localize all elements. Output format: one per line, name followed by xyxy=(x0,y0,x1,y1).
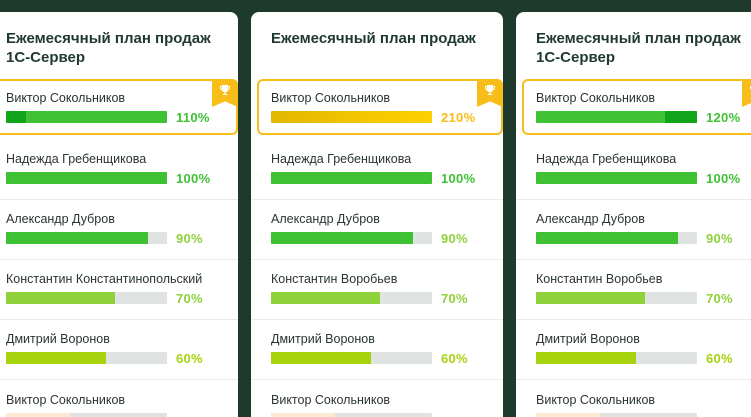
employee-name: Константин Константинопольский xyxy=(6,272,203,286)
progress-bar xyxy=(536,232,697,244)
progress-bar xyxy=(536,292,697,304)
employee-name: Константин Воробьев xyxy=(536,272,663,286)
employee-name: Виктор Сокольников xyxy=(271,91,391,105)
progress-bar xyxy=(6,352,167,364)
percent-value: 100% xyxy=(706,171,741,186)
employee-name: Дмитрий Воронов xyxy=(271,332,375,346)
sales-plan-card-3: Ежемесячный план продаж 1С-Сервер Виктор… xyxy=(516,12,751,417)
percent-value: 90% xyxy=(176,231,203,246)
leaderboard-row[interactable]: Константин Воробьев 70% xyxy=(516,260,751,320)
leaderboard-row[interactable]: Виктор Сокольников xyxy=(251,381,503,417)
progress-bar xyxy=(6,292,167,304)
leaderboard-row-leader[interactable]: Виктор Сокольников 120% xyxy=(522,79,751,135)
leaderboard-row[interactable]: Виктор Сокольников xyxy=(0,381,238,417)
leaderboard-row[interactable]: Надежда Гребенщикова 100% xyxy=(251,140,503,200)
leaderboard-row[interactable]: Надежда Гребенщикова 100% xyxy=(516,140,751,200)
progress-bar xyxy=(6,232,167,244)
percent-value: 60% xyxy=(176,351,203,366)
employee-name: Надежда Гребенщикова xyxy=(271,152,412,166)
employee-name: Виктор Сокольников xyxy=(536,91,656,105)
progress-bar xyxy=(6,413,167,417)
leaderboard-row[interactable]: Надежда Гребенщикова 100% xyxy=(0,140,238,200)
progress-bar xyxy=(6,172,167,184)
percent-value: 120% xyxy=(706,110,741,125)
employee-name: Надежда Гребенщикова xyxy=(536,152,677,166)
percent-value: 60% xyxy=(706,351,733,366)
employee-name: Александр Дубров xyxy=(271,212,380,226)
employee-name: Константин Воробьев xyxy=(271,272,398,286)
employee-name: Александр Дубров xyxy=(536,212,645,226)
employee-name: Виктор Сокольников xyxy=(536,393,656,407)
progress-bar xyxy=(271,292,432,304)
employee-name: Дмитрий Воронов xyxy=(536,332,640,346)
progress-bar xyxy=(271,172,432,184)
sales-plan-card-2: Ежемесячный план продаж Виктор Сокольник… xyxy=(251,12,503,417)
percent-value: 90% xyxy=(706,231,733,246)
leaderboard-row-leader[interactable]: Виктор Сокольников 210% xyxy=(257,79,503,135)
progress-bar xyxy=(271,111,432,123)
progress-bar xyxy=(536,111,697,123)
leaderboard-row[interactable]: Дмитрий Воронов 60% xyxy=(516,320,751,380)
card-title: Ежемесячный план продаж 1С-Сервер xyxy=(6,30,211,66)
leaderboard-row[interactable]: Константин Воробьев 70% xyxy=(251,260,503,320)
percent-value: 100% xyxy=(176,171,211,186)
percent-value: 110% xyxy=(176,110,210,125)
trophy-badge xyxy=(212,79,238,107)
percent-value: 100% xyxy=(441,171,476,186)
percent-value: 70% xyxy=(176,291,203,306)
leaderboard-row[interactable]: Виктор Сокольников xyxy=(516,381,751,417)
leaderboard-row-leader[interactable]: Виктор Сокольников 110% xyxy=(0,79,238,135)
trophy-icon xyxy=(485,85,495,95)
sales-plan-card-1: Ежемесячный план продаж 1С-Сервер Виктор… xyxy=(0,12,238,417)
progress-bar xyxy=(536,413,697,417)
progress-bar xyxy=(536,352,697,364)
leaderboard-row[interactable]: Александр Дубров 90% xyxy=(0,200,238,260)
employee-name: Виктор Сокольников xyxy=(6,91,126,105)
progress-bar xyxy=(6,111,167,123)
leaderboard-row[interactable]: Александр Дубров 90% xyxy=(251,200,503,260)
employee-name: Виктор Сокольников xyxy=(6,393,126,407)
percent-value: 210% xyxy=(441,110,476,125)
percent-value: 70% xyxy=(441,291,468,306)
employee-name: Виктор Сокольников xyxy=(271,393,391,407)
progress-bar xyxy=(271,352,432,364)
card-title: Ежемесячный план продаж 1С-Сервер xyxy=(536,30,741,66)
trophy-icon xyxy=(220,85,230,95)
trophy-badge xyxy=(477,79,503,107)
employee-name: Александр Дубров xyxy=(6,212,115,226)
percent-value: 70% xyxy=(706,291,733,306)
card-title: Ежемесячный план продаж xyxy=(271,30,476,47)
progress-bar xyxy=(271,232,432,244)
leaderboard-row[interactable]: Александр Дубров 90% xyxy=(516,200,751,260)
progress-bar xyxy=(536,172,697,184)
progress-bar xyxy=(271,413,432,417)
trophy-badge xyxy=(742,79,751,107)
leaderboard-row[interactable]: Константин Константинопольский 70% xyxy=(0,260,238,320)
employee-name: Надежда Гребенщикова xyxy=(6,152,147,166)
leaderboard-row[interactable]: Дмитрий Воронов 60% xyxy=(0,320,238,380)
percent-value: 90% xyxy=(441,231,468,246)
employee-name: Дмитрий Воронов xyxy=(6,332,110,346)
percent-value: 60% xyxy=(441,351,468,366)
leaderboard-row[interactable]: Дмитрий Воронов 60% xyxy=(251,320,503,380)
